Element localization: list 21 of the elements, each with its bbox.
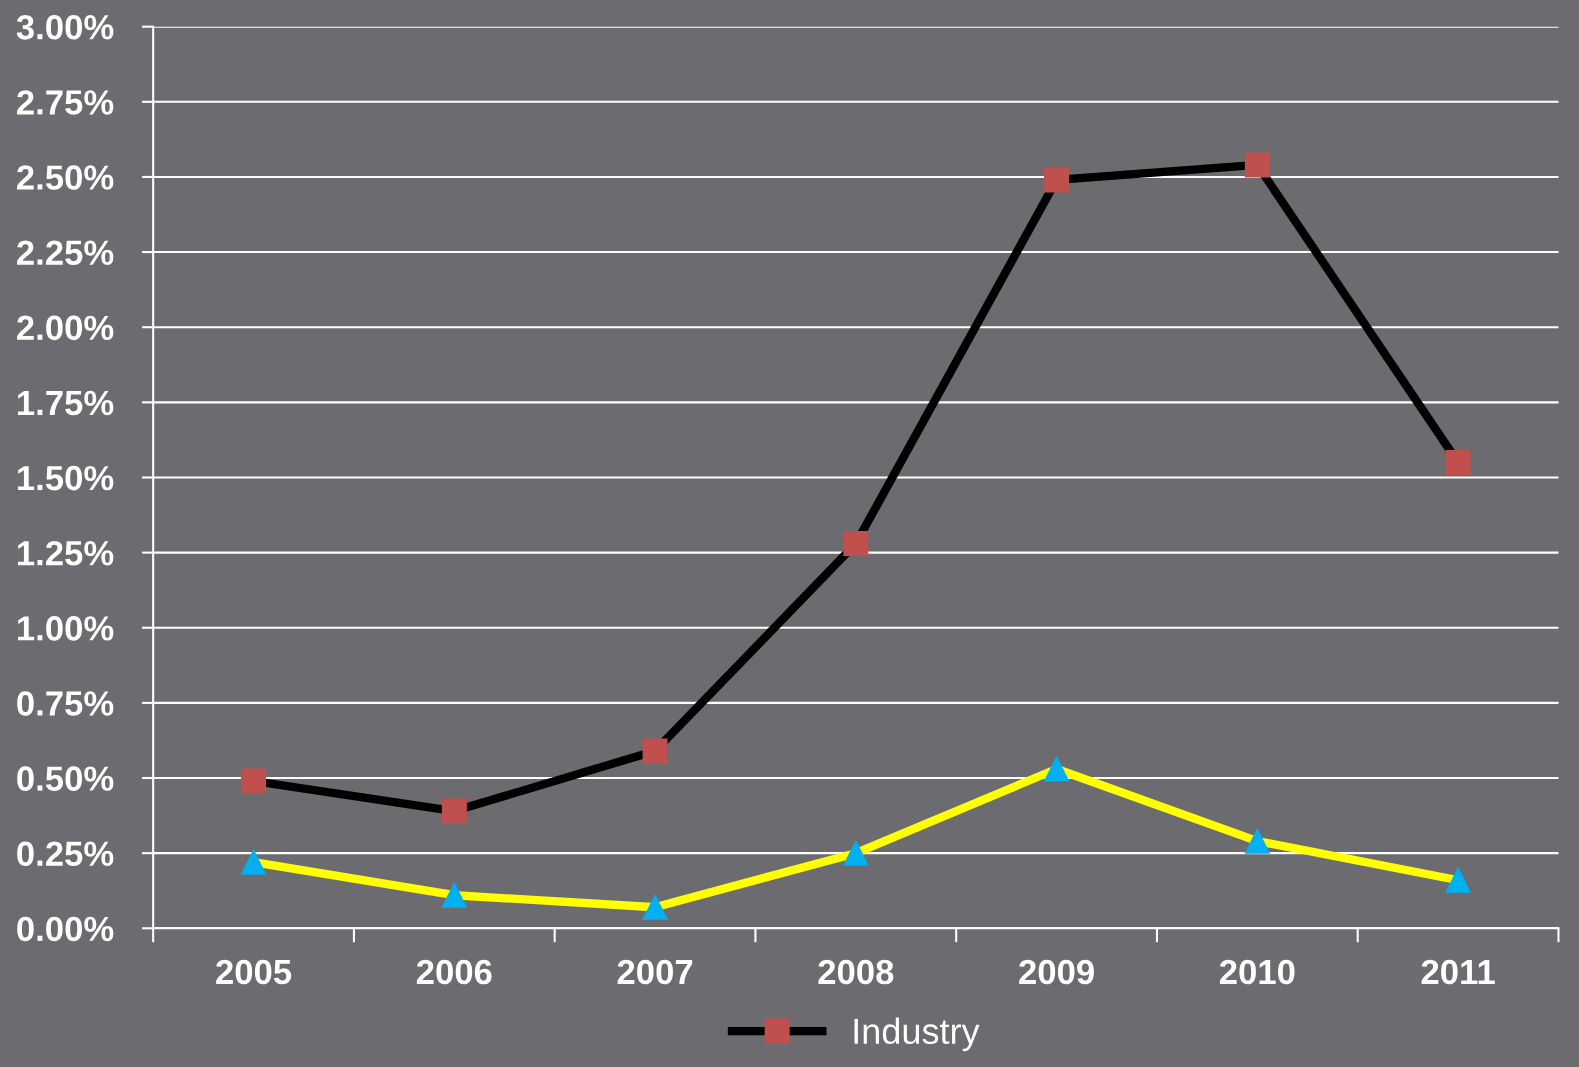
y-tick-label: 2.00% (17, 315, 114, 341)
x-tick-label: 2005 (216, 959, 292, 985)
y-tick-label: 0.00% (17, 916, 114, 942)
x-tick-label: 2011 (1421, 959, 1495, 985)
legend-label: Industry (854, 1017, 980, 1052)
y-tick-label: 0.25% (17, 841, 114, 867)
y-tick-label: 1.00% (18, 616, 114, 641)
x-tick-label: 2008 (818, 959, 894, 985)
x-tick-label: 2010 (1219, 959, 1295, 985)
x-tick-label: 2006 (416, 959, 492, 985)
y-tick-label: 2.25% (17, 240, 114, 265)
y-tick-label: 3.00% (16, 15, 114, 40)
y-tick-label: 1.75% (18, 390, 114, 416)
y-tick-label: 2.50% (17, 165, 114, 190)
y-tick-label: 2.75% (17, 90, 114, 115)
y-tick-label: 0.50% (17, 766, 114, 791)
y-tick-label: 1.25% (18, 540, 114, 566)
y-tick-label: 0.75% (17, 691, 114, 716)
x-tick-label: 2009 (1019, 959, 1094, 985)
y-tick-label: 1.50% (18, 465, 114, 491)
x-tick-label: 2007 (617, 959, 693, 985)
